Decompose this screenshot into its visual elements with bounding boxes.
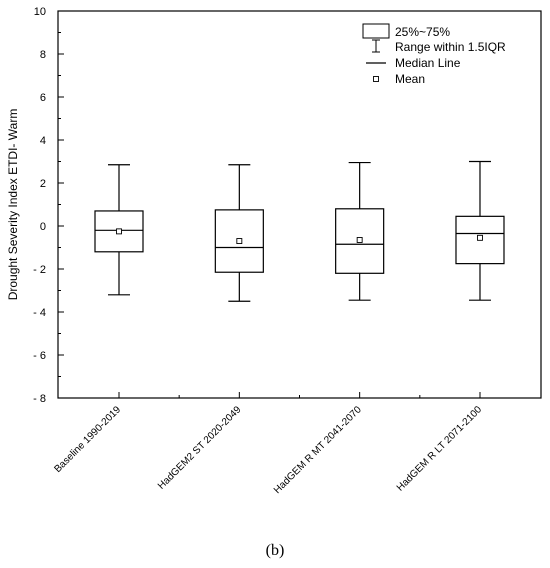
x-category-label: HadGEM2 ST 2020-2049 [156, 404, 244, 492]
figure-caption: (b) [265, 542, 285, 559]
y-axis-label: Drought Severity Index ETDI- Warm [6, 109, 20, 301]
legend-label: Range within 1.5IQR [395, 40, 506, 54]
mean-marker [477, 234, 483, 241]
legend-label: Mean [395, 72, 425, 86]
legend-mean-symbol [373, 76, 379, 82]
x-category-label: Baseline 1990-2019 [52, 404, 123, 475]
y-tick-label: - 4 [33, 307, 46, 319]
legend-box-symbol [362, 23, 390, 39]
y-tick-label: 10 [34, 6, 46, 18]
box-plot-chart: - 8 - 6 - 4 - 2 0 2 4 6 8 10 Drought Severity Inde… [6, 6, 542, 496]
y-tick-label: - 8 [33, 393, 46, 405]
y-tick-label: 0 [40, 221, 46, 233]
mean-marker [236, 238, 243, 245]
x-category-label: HadGEM R LT 2071-2100 [395, 404, 485, 494]
y-tick-label: 2 [40, 178, 46, 190]
mean-marker [116, 228, 122, 235]
y-tick-label: - 6 [33, 350, 46, 362]
y-tick-label: - 2 [33, 264, 46, 276]
mean-marker [356, 237, 363, 243]
y-tick-label: 6 [40, 92, 46, 104]
plot-frame [57, 10, 542, 399]
y-tick-label: 4 [40, 135, 46, 147]
y-tick-label: 8 [40, 49, 46, 61]
x-category-label: HadGEM R MT 2041-2070 [272, 404, 364, 496]
legend-label: Median Line [395, 56, 461, 70]
legend-label: 25%~75% [395, 25, 450, 39]
